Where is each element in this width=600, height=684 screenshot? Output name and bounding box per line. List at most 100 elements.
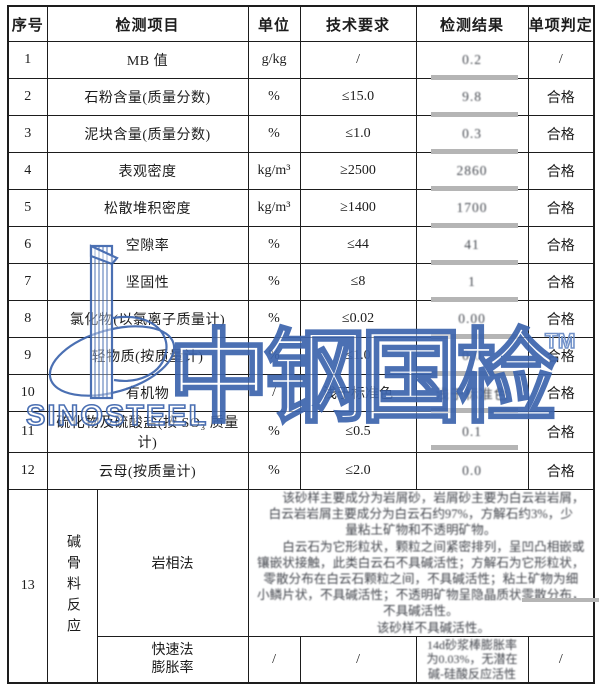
table-row-13-petrographic: 13 碱骨料反应 岩相法 该砂样主要成分为岩屑砂，岩屑砂主要为白云岩岩屑， 白云… <box>7 489 595 684</box>
cell-test-item: 空隙率 <box>46 226 249 264</box>
redaction-bar <box>431 223 518 228</box>
rapid-result-line: 为0.03%，无潜在 <box>426 652 518 667</box>
cell-result: 1 <box>415 263 529 301</box>
cell-judgment: 合格 <box>527 115 595 153</box>
row13-group: 13 碱骨料反应 岩相法 该砂样主要成分为岩屑砂，岩屑砂主要为白云岩岩屑， 白云… <box>7 489 595 684</box>
cell-test-item: 硫化物及硫酸盐(按 SO₃ 质量计) <box>46 411 249 453</box>
cell-judgment: 合格 <box>527 263 595 301</box>
header-no: 序号 <box>7 5 48 42</box>
cell-rapid-result: 14d砂浆棒膨胀率 为0.03%，无潜在 碱-硅酸反应活性 <box>415 635 529 684</box>
cell-result: 0.00 <box>415 300 529 338</box>
test-report-table: 序号 检测项目 单位 技术要求 检测结果 单项判定 1 MB 值 g/kg/0.2/… <box>7 5 596 684</box>
cell-row-number: 8 <box>7 300 48 338</box>
cell-unit: % <box>247 226 301 264</box>
redaction-bar <box>522 598 599 602</box>
cell-unit: % <box>247 300 301 338</box>
table-row: 2 石粉含量(质量分数)% ≤15.0 9.8 合格 <box>7 78 595 116</box>
cell-row-number: 7 <box>7 263 48 301</box>
cell-judgment: 合格 <box>527 411 595 453</box>
table-row: 5 松散堆积密度 kg/m³ ≥1400 1700 合格 <box>7 189 595 227</box>
cell-test-item: 有机物 <box>46 374 249 412</box>
petro-result-line: 量粘土矿物和不透明矿物。 <box>345 523 497 538</box>
petro-result-line: 白云石为它形粒状，颗粒之间紧密排列，呈凹凸相嵌或 <box>257 539 585 554</box>
cell-row-number: 13 <box>7 489 48 684</box>
petro-result-line: 零散分布在白云石颗粒之间，不具碱活性；粘土矿物为细 <box>263 572 579 587</box>
cell-unit: g/kg <box>247 41 301 79</box>
petro-result-line: 小鳞片状，不具碱活性；不透明矿物呈隐晶质状零散分布， <box>257 588 585 603</box>
cell-result: 9.8 <box>415 78 529 116</box>
cell-method-petrographic: 岩相法 <box>96 489 249 637</box>
cell-unit: kg/m³ <box>247 189 301 227</box>
cell-row-number: 11 <box>7 411 48 453</box>
table-row: 1 MB 值 g/kg/0.2/ <box>7 41 595 79</box>
test-report-table-sheet: 序号 检测项目 单位 技术要求 检测结果 单项判定 1 MB 值 g/kg/0.2/… <box>7 5 596 684</box>
rapid-result-line: 碱-硅酸反应活性 <box>428 666 517 681</box>
cell-unit: % <box>247 337 301 375</box>
cell-petrographic-result: 该砂样主要成分为岩屑砂，岩屑砂主要为白云岩岩屑， 白云岩岩屑主要成分为白云石约9… <box>247 489 595 637</box>
table-row: 9 轻物质(按质量计)% ≤1.0 0.0 合格 <box>7 337 595 375</box>
redaction-bar <box>431 112 518 117</box>
cell-result: 浅于标准色 <box>415 374 529 412</box>
header-judgment: 单项判定 <box>527 5 595 42</box>
cell-requirement: / <box>299 41 417 79</box>
table-row: 8 氯化物(以氯离子质量计)% ≤0.02 0.00 合格 <box>7 300 595 338</box>
table-row: 7 坚固性% ≤8 1 合格 <box>7 263 595 301</box>
cell-requirement: ≤1.0 <box>299 337 417 375</box>
redaction-bar <box>431 408 518 413</box>
cell-judgment: 合格 <box>527 337 595 375</box>
cell-judgment: 合格 <box>527 226 595 264</box>
header-requirement: 技术要求 <box>299 5 417 42</box>
cell-row-number: 2 <box>7 78 48 116</box>
cell-result: 41 <box>415 226 529 264</box>
cell-test-item: 泥块含量(质量分数) <box>46 115 249 153</box>
cell-unit: / <box>247 374 301 412</box>
header-row: 序号 检测项目 单位 技术要求 检测结果 单项判定 <box>7 5 595 42</box>
cell-test-item: 松散堆积密度 <box>46 189 249 227</box>
cell-result: 0.3 <box>415 115 529 153</box>
cell-requirement: ≤44 <box>299 226 417 264</box>
cell-unit: % <box>247 115 301 153</box>
cell-result: 0.0 <box>415 452 529 490</box>
cell-test-item: 氯化物(以氯离子质量计) <box>46 300 249 338</box>
cell-result: 0.2 <box>415 41 529 79</box>
cell-judgment: / <box>527 635 595 684</box>
cell-group-label: 碱骨料反应 <box>46 489 98 684</box>
table-body: 1 MB 值 g/kg/0.2/2 石粉含量(质量分数)% ≤15.0 9.8 合格 3 泥块含… <box>7 41 595 490</box>
cell-requirement: 浅于标准色 <box>299 374 417 412</box>
rapid-method-line: 快速法 <box>151 642 194 658</box>
header-unit: 单位 <box>247 5 301 42</box>
cell-row-number: 4 <box>7 152 48 190</box>
rapid-method-line: 膨胀率 <box>151 660 194 676</box>
table-row: 4 表观密度 kg/m³ ≥2500 2860 合格 <box>7 152 595 190</box>
cell-row-number: 6 <box>7 226 48 264</box>
cell-judgment: 合格 <box>527 189 595 227</box>
cell-test-item: 云母(按质量计) <box>46 452 249 490</box>
cell-requirement: ≥1400 <box>299 189 417 227</box>
cell-requirement: ≤8 <box>299 263 417 301</box>
cell-judgment: 合格 <box>527 452 595 490</box>
cell-requirement: ≤2.0 <box>299 452 417 490</box>
redaction-bar <box>431 371 518 376</box>
cell-test-item: 表观密度 <box>46 152 249 190</box>
cell-test-item: 石粉含量(质量分数) <box>46 78 249 116</box>
cell-unit: % <box>247 452 301 490</box>
cell-row-number: 3 <box>7 115 48 153</box>
petro-result-line: 该砂样不具碱活性。 <box>351 620 491 635</box>
redaction-bar <box>431 186 518 191</box>
alkali-aggregate-label: 碱骨料反应 <box>65 533 80 639</box>
cell-requirement: ≤0.5 <box>299 411 417 453</box>
cell-result: 0.0 <box>415 337 529 375</box>
redaction-bar <box>431 334 518 339</box>
redaction-bar <box>431 445 518 450</box>
cell-test-item: MB 值 <box>46 41 249 79</box>
cell-row-number: 1 <box>7 41 48 79</box>
cell-requirement: ≤1.0 <box>299 115 417 153</box>
cell-judgment: 合格 <box>527 374 595 412</box>
header-test-item: 检测项目 <box>46 5 249 42</box>
petro-result-line: 不具碱活性。 <box>382 604 459 619</box>
petro-result-line: 镶嵌状接触，此类白云石不具碱活性；方解石为它形粒状， <box>257 555 585 570</box>
cell-unit: % <box>247 263 301 301</box>
table-header: 序号 检测项目 单位 技术要求 检测结果 单项判定 <box>7 5 595 42</box>
cell-judgment: 合格 <box>527 78 595 116</box>
redaction-bar <box>431 260 518 265</box>
